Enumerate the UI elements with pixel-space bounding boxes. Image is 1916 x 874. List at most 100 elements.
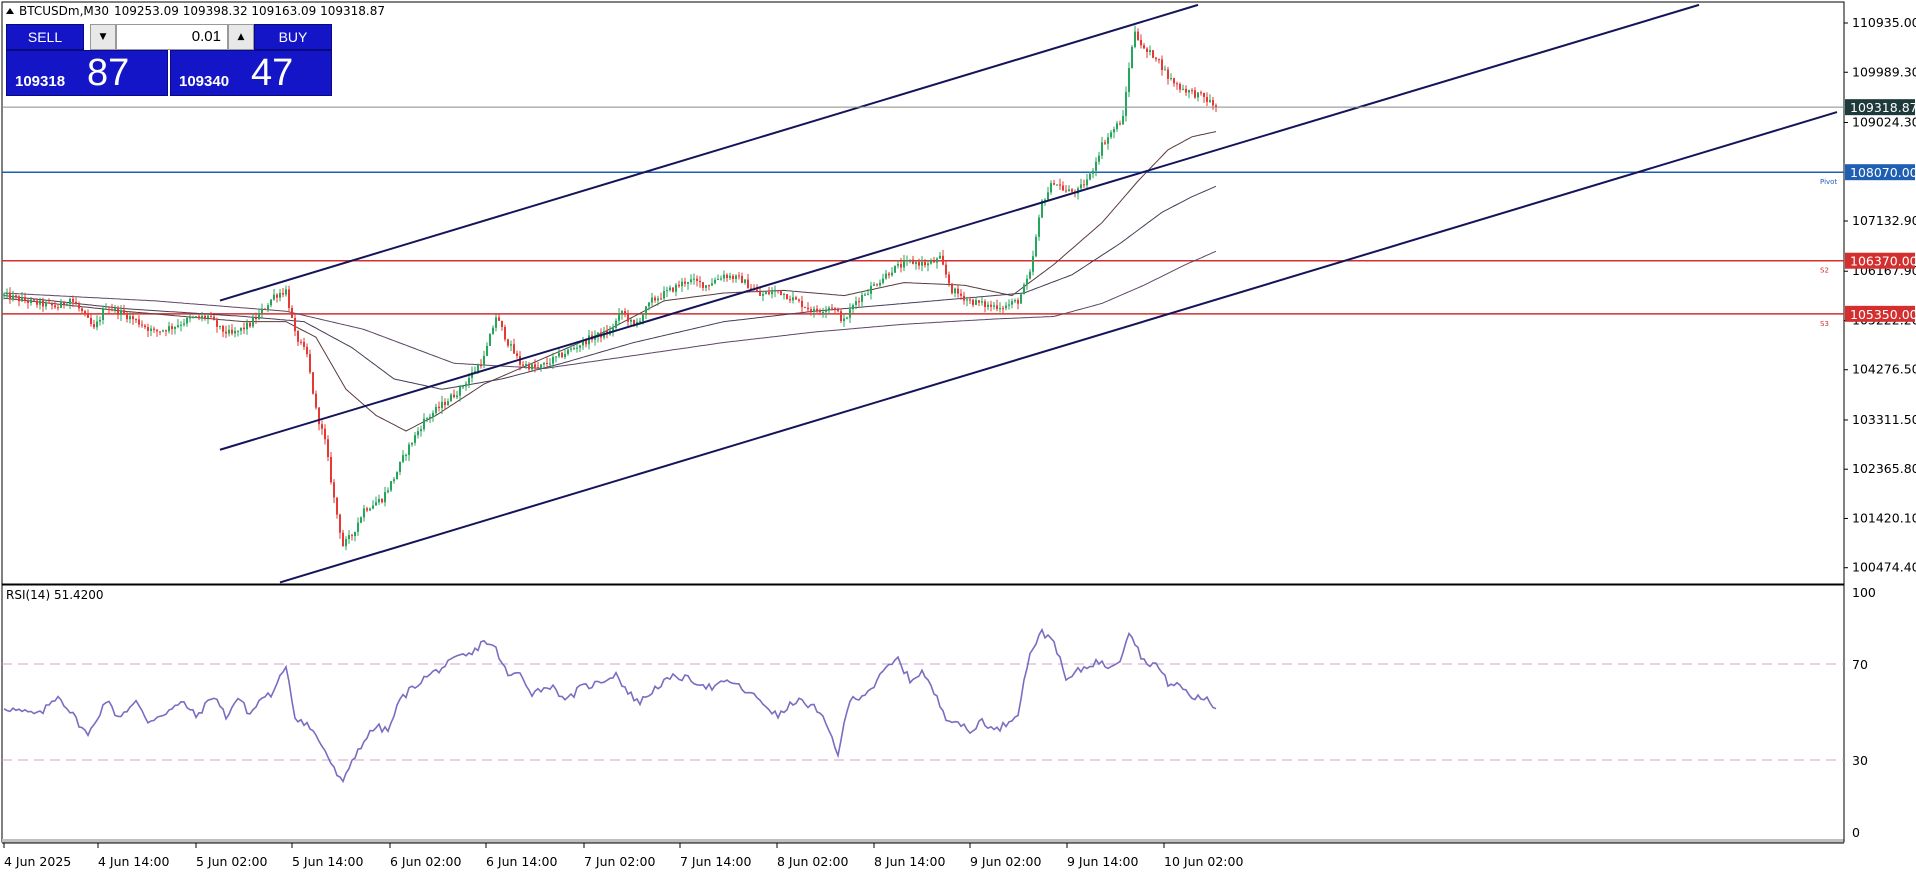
candle-body	[1197, 92, 1199, 98]
candle-body	[276, 294, 278, 298]
collapse-triangle-icon[interactable]	[6, 8, 14, 14]
level-tag: Pivot	[1820, 178, 1837, 186]
candle-body	[258, 313, 260, 320]
channel-lines[interactable]	[219, 3, 1838, 584]
candlesticks	[3, 25, 1217, 551]
candle-body	[1149, 50, 1151, 52]
candle-body	[267, 305, 269, 310]
current-price-badge	[1845, 99, 1915, 116]
candle-body	[426, 418, 428, 420]
candle-body	[108, 309, 110, 311]
candle-body	[1119, 123, 1121, 125]
candle-body	[987, 304, 989, 308]
candle-body	[153, 328, 155, 330]
time-tick-label: 5 Jun 02:00	[196, 854, 268, 869]
candle-body	[72, 298, 74, 302]
candle-body	[1137, 31, 1139, 41]
level-price-badge	[1845, 252, 1915, 269]
candle-body	[588, 335, 590, 345]
level-price-badge	[1845, 305, 1915, 322]
candle-body	[804, 307, 806, 309]
price-tick-label: 103311.50	[1852, 412, 1916, 427]
candle-body	[879, 282, 881, 286]
candle-body	[15, 295, 17, 297]
candle-body	[558, 352, 560, 357]
candle-body	[477, 365, 479, 372]
candle-body	[198, 316, 200, 318]
candle-body	[111, 309, 113, 311]
candle-body	[528, 364, 530, 370]
candle-body	[240, 327, 242, 331]
price-tick-label: 109989.30	[1852, 64, 1916, 79]
candle-body	[891, 272, 893, 276]
candle-body	[642, 314, 644, 322]
candle-body	[339, 514, 341, 533]
candle-body	[945, 264, 947, 275]
candle-body	[210, 315, 212, 317]
candle-body	[900, 264, 902, 268]
lot-decrease-button[interactable]: ▼	[90, 24, 116, 50]
candle-body	[201, 315, 203, 318]
candle-body	[666, 290, 668, 292]
sell-button[interactable]: SELL	[6, 24, 84, 50]
candle-body	[723, 274, 725, 279]
candle-body	[1050, 183, 1052, 193]
candle-body	[663, 291, 665, 299]
candle-body	[657, 298, 659, 301]
candle-body	[195, 316, 197, 318]
candle-body	[1113, 129, 1115, 133]
candle-body	[1071, 189, 1073, 192]
candle-body	[489, 334, 491, 346]
candle-body	[96, 321, 98, 328]
candle-body	[951, 283, 953, 294]
candle-body	[906, 260, 908, 262]
candle-body	[45, 302, 47, 307]
candle-body	[420, 429, 422, 432]
candle-body	[162, 330, 164, 332]
channel-trendline	[279, 111, 1838, 584]
candle-body	[372, 505, 374, 509]
candle-body	[705, 285, 707, 288]
candle-body	[228, 329, 230, 334]
candle-body	[777, 290, 779, 292]
price-tick-label: 109024.30	[1852, 115, 1916, 130]
candle-body	[231, 329, 233, 334]
candle-body	[297, 331, 299, 342]
lot-increase-button[interactable]: ▲	[228, 24, 254, 50]
candle-body	[1023, 284, 1025, 295]
candle-body	[687, 281, 689, 284]
candle-body	[1101, 142, 1103, 156]
candle-body	[336, 497, 338, 515]
candle-body	[243, 327, 245, 330]
candle-body	[396, 471, 398, 480]
candle-body	[645, 306, 647, 315]
candle-body	[51, 302, 53, 306]
candle-body	[1170, 78, 1172, 80]
candle-body	[552, 356, 554, 364]
candle-body	[573, 348, 575, 350]
candle-body	[369, 508, 371, 511]
buy-price-button[interactable]: 109340 47	[170, 50, 332, 96]
candle-body	[915, 262, 917, 264]
candle-body	[348, 535, 350, 539]
candle-body	[561, 352, 563, 358]
pane-splitter[interactable]	[2, 839, 1844, 843]
candle-body	[789, 299, 791, 301]
candle-body	[942, 255, 944, 265]
candle-body	[1035, 236, 1037, 257]
candle-body	[264, 308, 266, 310]
candle-body	[963, 295, 965, 301]
candle-body	[69, 298, 71, 305]
candle-body	[720, 278, 722, 280]
candle-body	[1164, 69, 1166, 71]
candle-body	[90, 317, 92, 325]
candle-body	[1191, 90, 1193, 92]
candle-body	[459, 386, 461, 396]
sell-price-button[interactable]: 109318 87	[6, 50, 168, 96]
buy-button[interactable]: BUY	[254, 24, 332, 50]
candle-body	[168, 326, 170, 332]
lot-size-input[interactable]: 0.01	[116, 24, 228, 50]
candle-body	[246, 322, 248, 330]
candle-body	[756, 289, 758, 292]
candle-body	[1020, 294, 1022, 304]
